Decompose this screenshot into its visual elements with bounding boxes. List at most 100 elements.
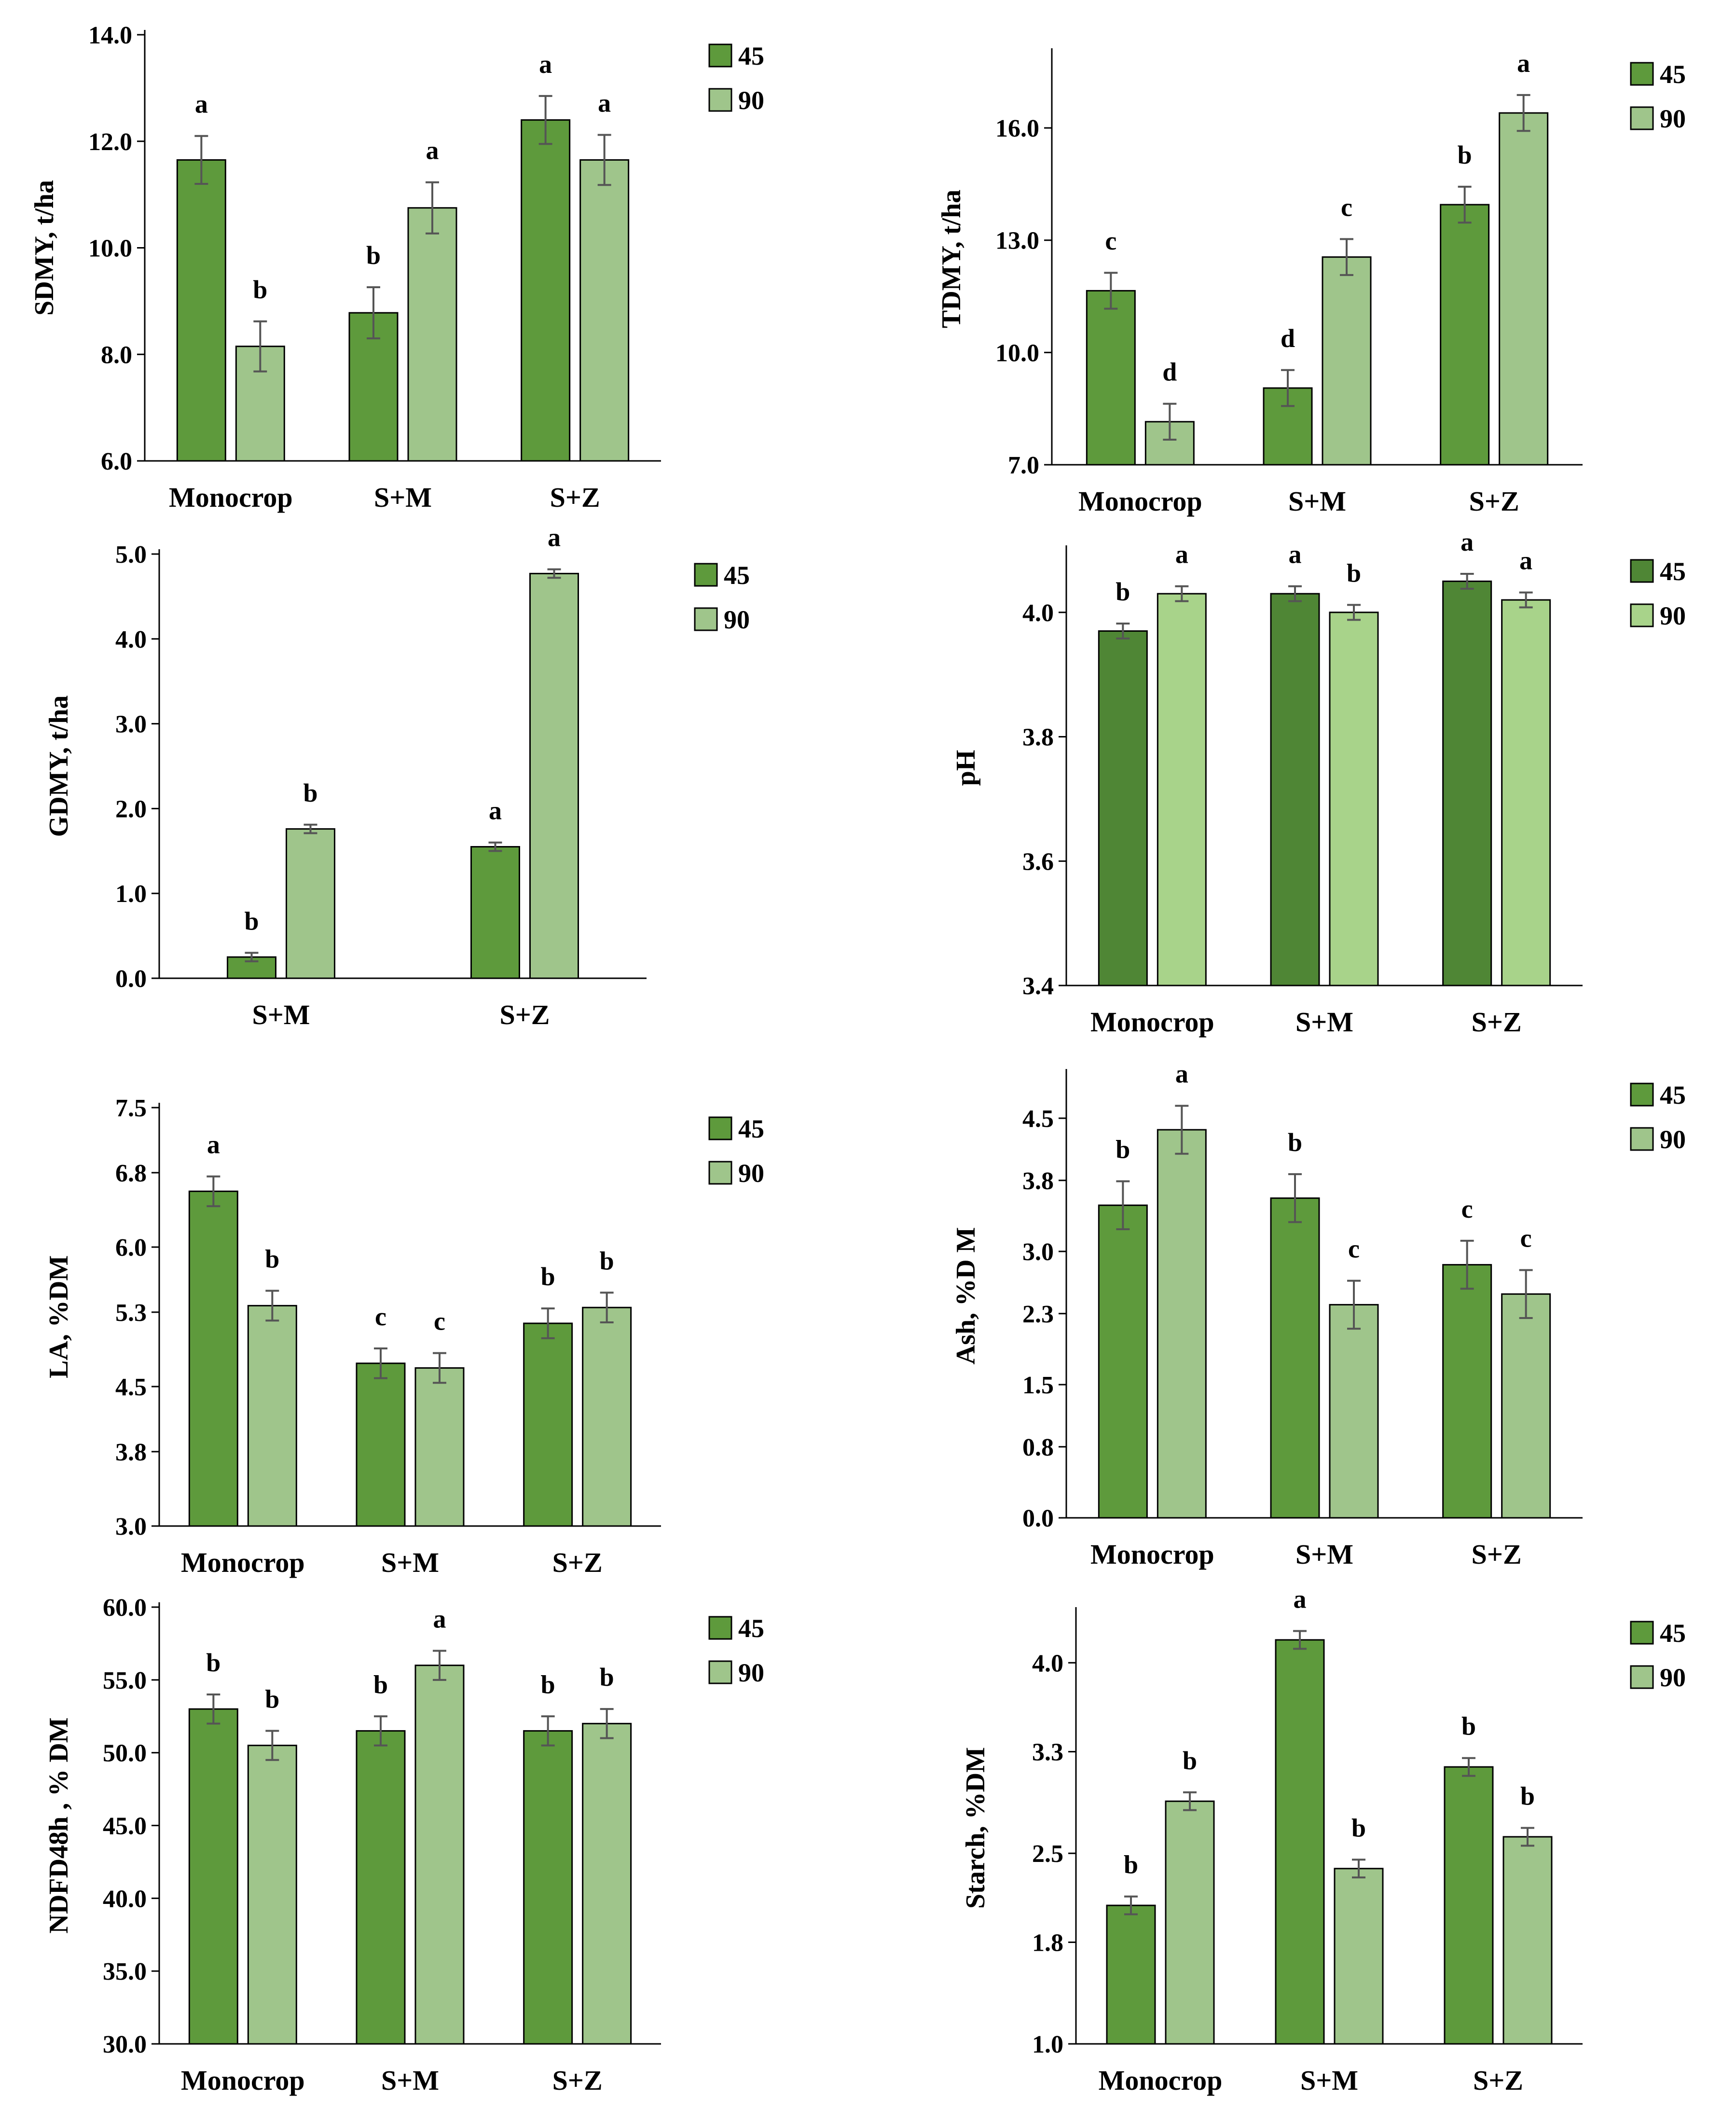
x-tick-label: Monocrop — [181, 2065, 305, 2096]
significance-letter: d — [1162, 358, 1177, 387]
x-tick-label: S+Z — [1472, 1006, 1522, 1038]
chart-panel-4: 3.4 3.6 3.8 4.0 pH b a Monocrop a b S+M a a S+Z 45 90 — [951, 528, 1686, 1038]
bar-45-2 — [1270, 1197, 1320, 1519]
legend-swatch-45 — [708, 1116, 732, 1140]
bar-45-2 — [1275, 1639, 1325, 2045]
legend-swatch-90 — [1630, 1127, 1654, 1151]
legend-swatch-45 — [708, 1616, 732, 1640]
bar-45-3 — [521, 119, 571, 462]
y-tick-label: 3.8 — [1022, 1167, 1054, 1195]
bar-90-2 — [529, 572, 579, 979]
significance-letter: a — [433, 1605, 446, 1634]
legend-label-45: 45 — [738, 1114, 764, 1143]
x-tick-label: S+M — [1288, 486, 1346, 517]
chart-panel-7: 30.0 35.0 40.0 45.0 50.0 55.0 60.0 NDFD48h , % … — [44, 1594, 764, 2096]
y-tick-label: 8.0 — [101, 341, 132, 369]
bar-90-2 — [1322, 256, 1372, 466]
bar-90-2 — [407, 207, 457, 462]
legend-swatch-45 — [1630, 1621, 1654, 1645]
bar-90-2 — [1329, 1304, 1379, 1519]
y-tick-label: 0.0 — [115, 965, 147, 993]
legend-swatch-90 — [1630, 603, 1654, 627]
significance-letter: c — [375, 1302, 386, 1331]
significance-letter: b — [265, 1684, 279, 1713]
y-tick-label: 7.5 — [115, 1095, 147, 1122]
x-tick-label: Monocrop — [1090, 1539, 1214, 1570]
significance-letter: b — [1116, 1135, 1130, 1164]
y-tick-label: 10.0 — [995, 339, 1039, 367]
significance-letter: c — [1341, 193, 1352, 222]
x-tick-label: S+Z — [500, 999, 550, 1030]
legend-label-90: 90 — [1660, 601, 1686, 630]
legend-swatch-90 — [1630, 1665, 1654, 1689]
y-tick-label: 4.0 — [1032, 1650, 1063, 1677]
legend-label-90: 90 — [1660, 1663, 1686, 1692]
x-tick-label: S+M — [374, 482, 432, 513]
bar-90-2 — [1334, 1868, 1384, 2045]
y-tick-label: 30.0 — [103, 2031, 147, 2058]
y-tick-label: 2.5 — [1032, 1840, 1063, 1868]
legend-label-90: 90 — [1660, 104, 1686, 133]
legend-swatch-45 — [1630, 62, 1654, 86]
y-tick-label: 2.0 — [115, 795, 147, 823]
legend-swatch-90 — [1630, 106, 1654, 130]
legend-label-90: 90 — [724, 605, 750, 634]
y-tick-label: 6.8 — [115, 1160, 147, 1187]
y-axis-title: pH — [951, 750, 981, 786]
significance-letter: b — [1347, 558, 1361, 587]
chart-panel-3: 0.0 1.0 2.0 3.0 4.0 5.0 GDMY, t/ha b b S+M a a S+Z 45… — [44, 523, 750, 1030]
bar-45-1 — [188, 1708, 238, 2045]
y-axis-title: SDMY, t/ha — [29, 180, 59, 316]
y-tick-label: 6.0 — [101, 448, 132, 475]
bar-90-1 — [286, 828, 335, 979]
y-tick-label: 3.4 — [1022, 972, 1054, 1000]
y-tick-label: 0.8 — [1022, 1434, 1054, 1461]
y-tick-label: 3.0 — [1022, 1238, 1054, 1266]
y-tick-label: 3.0 — [115, 711, 147, 738]
x-tick-label: Monocrop — [1090, 1006, 1214, 1038]
y-tick-label: 35.0 — [103, 1958, 147, 1985]
y-tick-label: 6.0 — [115, 1234, 147, 1262]
significance-letter: b — [244, 906, 259, 935]
chart-panel-6: 0.0 0.8 1.5 2.3 3.0 3.8 4.5 Ash, %D M b a Monocrop… — [951, 1059, 1686, 1570]
y-tick-label: 55.0 — [103, 1667, 147, 1694]
significance-letter: a — [1519, 546, 1532, 575]
y-axis-title: Ash, %D M — [951, 1227, 981, 1365]
x-tick-label: S+M — [252, 999, 310, 1030]
y-tick-label: 3.0 — [115, 1513, 147, 1541]
y-tick-label: 5.0 — [115, 541, 147, 569]
significance-letter: b — [600, 1246, 614, 1275]
bar-45-3 — [523, 1322, 573, 1527]
legend-label-45: 45 — [1660, 1081, 1686, 1110]
significance-letter: b — [1520, 1782, 1535, 1811]
bar-45-3 — [523, 1730, 573, 2045]
y-tick-label: 14.0 — [88, 22, 132, 49]
y-tick-label: 45.0 — [103, 1813, 147, 1840]
significance-letter: b — [600, 1663, 614, 1692]
bar-45-1 — [1098, 630, 1148, 986]
significance-letter: c — [1348, 1235, 1360, 1263]
legend-label-45: 45 — [738, 1614, 764, 1643]
x-tick-label: Monocrop — [169, 482, 293, 513]
legend-swatch-90 — [708, 88, 732, 112]
significance-letter: a — [1289, 540, 1302, 569]
bar-45-1 — [1086, 290, 1136, 466]
bar-45-3 — [1444, 1766, 1494, 2045]
bar-90-1 — [247, 1745, 297, 2045]
y-tick-label: 0.0 — [1022, 1505, 1054, 1532]
y-tick-label: 3.8 — [115, 1439, 147, 1466]
legend-label-45: 45 — [724, 561, 750, 590]
legend-label-45: 45 — [738, 42, 764, 70]
significance-letter: a — [1460, 528, 1474, 556]
y-tick-label: 2.3 — [1022, 1301, 1054, 1328]
legend-label-45: 45 — [1660, 557, 1686, 586]
significance-letter: a — [1175, 1059, 1188, 1088]
y-tick-label: 4.5 — [115, 1374, 147, 1401]
significance-letter: b — [366, 241, 381, 270]
legend-swatch-90 — [708, 1161, 732, 1185]
bar-45-3 — [1442, 1264, 1492, 1519]
bar-45-2 — [356, 1362, 406, 1527]
significance-letter: b — [1458, 140, 1472, 169]
chart-panel-1: 6.0 8.0 10.0 12.0 14.0 SDMY, t/ha a b Monocrop b a… — [29, 22, 764, 513]
